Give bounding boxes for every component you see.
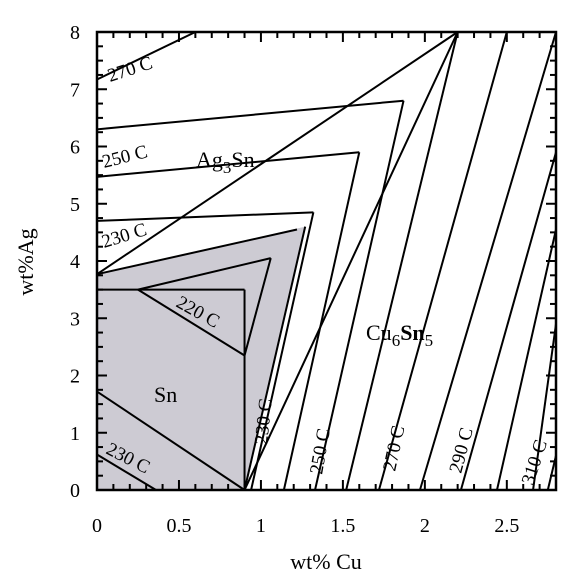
y-tick-label: 6 xyxy=(70,137,80,159)
x-tick-label: 2 xyxy=(420,515,430,537)
y-tick-label: 8 xyxy=(70,22,80,44)
isotherm-line-21 xyxy=(459,151,557,491)
isotherm-label-l230_vert: 230 C xyxy=(251,398,277,446)
y-axis-title: wt%Ag xyxy=(13,228,38,295)
isotherm-line-23 xyxy=(532,323,557,491)
y-tick-label: 0 xyxy=(70,480,80,502)
y-tick-label: 7 xyxy=(70,79,80,101)
y-tick-label: 5 xyxy=(70,194,80,216)
ticks-layer xyxy=(96,31,557,491)
isotherm-label-l230_left: 230 C xyxy=(99,219,149,253)
isotherm-line-8 xyxy=(96,31,459,275)
isotherm-line-19 xyxy=(377,31,508,491)
isotherm-line-16 xyxy=(282,152,361,491)
isotherm-line-20 xyxy=(418,31,557,491)
x-tick-label: 0 xyxy=(92,515,102,537)
isotherm-lines-layer xyxy=(95,30,558,492)
x-tick-label: 0.5 xyxy=(166,515,191,537)
x-tick-label: 1 xyxy=(256,515,266,537)
isotherm-line-3 xyxy=(96,211,314,222)
phase-label-sn: Sn xyxy=(154,382,177,407)
isotherm-line-15 xyxy=(250,212,315,491)
y-tick-label: 2 xyxy=(70,366,80,388)
x-tick-label: 2.5 xyxy=(494,515,519,537)
isotherm-line-18 xyxy=(345,31,459,491)
isotherm-line-17 xyxy=(314,100,405,491)
isotherm-line-13 xyxy=(96,390,246,491)
isotherm-label-l270_top: 270 C xyxy=(105,53,155,87)
isotherm-line-1 xyxy=(96,99,404,131)
isotherm-line-7 xyxy=(243,226,307,491)
isotherm-line-11 xyxy=(243,257,272,356)
y-tick-label: 4 xyxy=(70,251,80,273)
phase-label-cu6sn5: Cu6Sn5 xyxy=(366,320,433,350)
isotherm-line-6 xyxy=(243,31,459,491)
isotherm-line-22 xyxy=(496,229,557,491)
phase-label-ag3sn: Ag3Sn xyxy=(196,147,255,177)
isotherm-label-l250_left: 250 C xyxy=(100,141,150,172)
x-tick-label: 1.5 xyxy=(330,515,355,537)
isotherm-label-l270_vert: 270 C xyxy=(379,424,409,473)
regions-layer xyxy=(97,226,306,490)
isotherm-label-l250_vert: 250 C xyxy=(306,427,335,476)
isotherm-line-10 xyxy=(137,288,246,357)
isotherm-label-l310_vert: 310 C xyxy=(518,437,552,487)
sn-region xyxy=(97,226,306,490)
isotherm-line-9 xyxy=(137,257,271,291)
x-axis-title: wt% Cu xyxy=(290,549,362,574)
y-tick-label: 1 xyxy=(70,423,80,445)
y-tick-label: 3 xyxy=(70,308,80,330)
isotherm-line-4 xyxy=(96,228,298,276)
isotherm-line-2 xyxy=(96,151,360,178)
